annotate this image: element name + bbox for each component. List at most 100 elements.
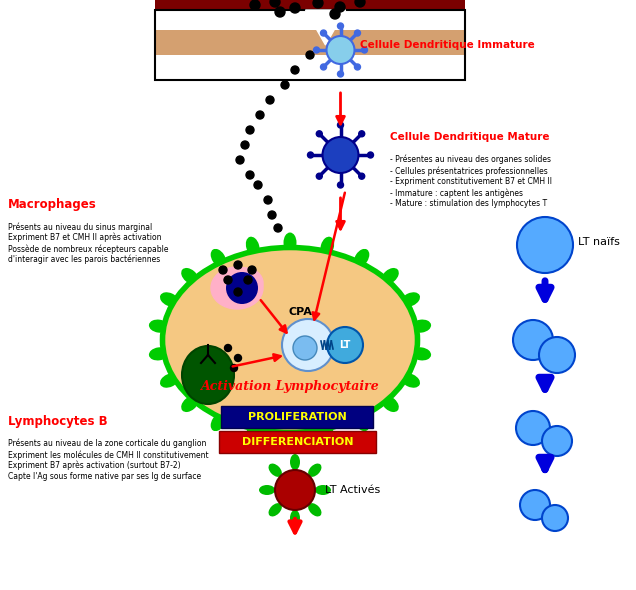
- Circle shape: [513, 320, 553, 360]
- Ellipse shape: [354, 413, 370, 431]
- Circle shape: [291, 66, 299, 74]
- Ellipse shape: [268, 503, 282, 516]
- Text: LT Activés: LT Activés: [325, 485, 380, 495]
- Text: CPA: CPA: [288, 307, 312, 317]
- Text: Présents au niveau du sinus marginal: Présents au niveau du sinus marginal: [8, 222, 152, 231]
- FancyBboxPatch shape: [219, 431, 376, 453]
- Ellipse shape: [308, 503, 321, 516]
- Circle shape: [290, 3, 300, 13]
- Text: Possède de nombreux récepteurs capable: Possède de nombreux récepteurs capable: [8, 244, 169, 254]
- Ellipse shape: [259, 485, 275, 495]
- Circle shape: [359, 173, 364, 179]
- Ellipse shape: [290, 454, 300, 470]
- Circle shape: [234, 288, 242, 296]
- Circle shape: [313, 0, 323, 8]
- Ellipse shape: [149, 348, 169, 360]
- Circle shape: [542, 426, 572, 456]
- Circle shape: [264, 196, 272, 204]
- Ellipse shape: [149, 320, 169, 333]
- Text: PROLIFERATION: PROLIFERATION: [247, 412, 347, 422]
- Circle shape: [338, 122, 343, 128]
- Circle shape: [520, 490, 550, 520]
- Ellipse shape: [354, 249, 370, 267]
- Text: LT naïfs: LT naïfs: [578, 237, 620, 247]
- Text: d'interagir avec les parois bactériennes: d'interagir avec les parois bactériennes: [8, 255, 160, 264]
- Circle shape: [517, 217, 573, 273]
- Circle shape: [230, 365, 237, 372]
- Circle shape: [316, 173, 322, 179]
- Circle shape: [338, 182, 343, 188]
- Text: Expriment B7 après activation (surtout B7-2): Expriment B7 après activation (surtout B…: [8, 461, 181, 470]
- Ellipse shape: [227, 268, 263, 298]
- Circle shape: [355, 0, 365, 7]
- Ellipse shape: [308, 464, 321, 477]
- Circle shape: [246, 171, 254, 179]
- Text: Expriment les molécules de CMH II constitutivement: Expriment les molécules de CMH II consti…: [8, 450, 209, 460]
- Ellipse shape: [181, 396, 198, 412]
- Text: Lymphocytes B: Lymphocytes B: [8, 415, 107, 428]
- Ellipse shape: [382, 268, 399, 284]
- Circle shape: [266, 96, 274, 104]
- Circle shape: [268, 211, 276, 219]
- Ellipse shape: [315, 485, 331, 495]
- Ellipse shape: [163, 247, 417, 432]
- Circle shape: [244, 276, 252, 284]
- Circle shape: [224, 276, 232, 284]
- Bar: [155, 0, 465, 10]
- Circle shape: [359, 131, 364, 137]
- Circle shape: [274, 224, 282, 232]
- Text: LT: LT: [340, 340, 350, 350]
- Circle shape: [354, 30, 361, 36]
- Circle shape: [361, 47, 368, 53]
- Circle shape: [322, 137, 359, 173]
- Circle shape: [330, 9, 340, 19]
- Ellipse shape: [246, 237, 259, 256]
- Ellipse shape: [182, 346, 234, 404]
- Circle shape: [321, 64, 326, 70]
- Text: DIFFERENCIATION: DIFFERENCIATION: [242, 437, 353, 447]
- Circle shape: [335, 2, 345, 12]
- Text: - Cellules présentatrices professionnelles: - Cellules présentatrices professionnell…: [390, 166, 548, 175]
- Text: Macrophages: Macrophages: [8, 198, 97, 211]
- Text: Présents au niveau de la zone corticale du ganglion: Présents au niveau de la zone corticale …: [8, 439, 206, 448]
- Ellipse shape: [211, 267, 263, 309]
- Circle shape: [270, 0, 280, 7]
- Circle shape: [326, 36, 354, 64]
- Ellipse shape: [268, 464, 282, 477]
- Ellipse shape: [321, 424, 334, 443]
- Bar: [155, 30, 465, 55]
- Ellipse shape: [411, 348, 431, 360]
- Circle shape: [246, 126, 254, 134]
- Ellipse shape: [181, 268, 198, 284]
- Circle shape: [235, 355, 242, 362]
- Text: - Présentes au niveau des organes solides: - Présentes au niveau des organes solide…: [390, 155, 551, 165]
- Text: - Immature : captent les antigènes: - Immature : captent les antigènes: [390, 188, 523, 198]
- Ellipse shape: [382, 396, 399, 412]
- Circle shape: [250, 0, 260, 10]
- Circle shape: [226, 272, 258, 304]
- Text: Expriment B7 et CMH II après activation: Expriment B7 et CMH II après activation: [8, 233, 162, 242]
- Circle shape: [241, 141, 249, 149]
- Circle shape: [256, 111, 264, 119]
- Circle shape: [306, 51, 314, 59]
- Ellipse shape: [401, 292, 420, 307]
- Circle shape: [219, 266, 227, 274]
- Ellipse shape: [211, 249, 226, 267]
- Polygon shape: [305, 10, 345, 45]
- Circle shape: [293, 336, 317, 360]
- Circle shape: [275, 7, 285, 17]
- Circle shape: [275, 470, 315, 510]
- Circle shape: [368, 152, 373, 158]
- Circle shape: [316, 131, 322, 137]
- Ellipse shape: [290, 510, 300, 526]
- Text: - Mature : stimulation des lymphocytes T: - Mature : stimulation des lymphocytes T: [390, 199, 547, 208]
- Ellipse shape: [411, 320, 431, 333]
- Ellipse shape: [246, 424, 259, 443]
- Ellipse shape: [284, 232, 296, 253]
- Circle shape: [354, 64, 361, 70]
- Text: Cellule Dendritique Immature: Cellule Dendritique Immature: [361, 40, 536, 50]
- Circle shape: [314, 47, 319, 53]
- Circle shape: [338, 23, 343, 29]
- Circle shape: [282, 319, 334, 371]
- Circle shape: [248, 266, 256, 274]
